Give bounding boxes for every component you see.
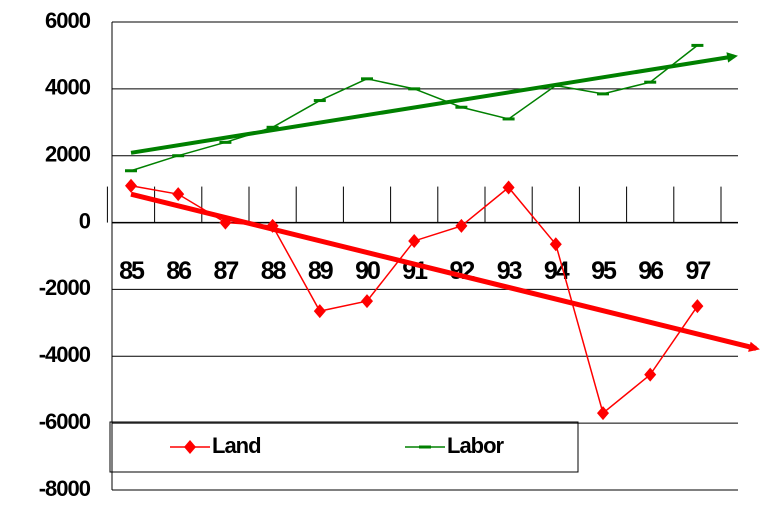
point: [549, 84, 562, 88]
y-tick-label: -6000: [39, 409, 91, 434]
point: [313, 304, 326, 319]
point: [172, 187, 185, 202]
x-tick-label: 97: [685, 257, 710, 285]
point: [455, 105, 468, 109]
x-tick-label: 89: [308, 257, 333, 285]
trend-line: [130, 191, 757, 351]
x-tick-label: 87: [213, 257, 238, 285]
point: [549, 237, 562, 252]
trend-arrow: [726, 52, 738, 63]
point: [597, 406, 609, 421]
point: [266, 218, 279, 233]
point: [219, 215, 232, 230]
x-tick-label: 85: [119, 257, 145, 285]
y-tick-label: 2000: [45, 142, 91, 167]
x-tick-label: 90: [355, 257, 380, 285]
trend-arrow: [748, 341, 760, 352]
x-tick-label: 86: [166, 257, 191, 285]
x-tick-label: 88: [261, 257, 287, 285]
point: [361, 294, 373, 309]
series-line: [130, 185, 699, 415]
y-tick-label: -2000: [39, 275, 91, 300]
legend-label: Labor: [447, 433, 505, 458]
point: [408, 87, 421, 91]
point: [502, 117, 515, 121]
point: [361, 77, 373, 81]
point: [266, 125, 279, 129]
legend-label: Land: [212, 433, 261, 458]
point: [691, 43, 704, 47]
point: [219, 140, 232, 144]
legend-marker: [419, 445, 431, 449]
point: [125, 169, 137, 173]
y-tick-label: 6000: [45, 8, 91, 33]
point: [313, 99, 326, 103]
point: [172, 154, 185, 158]
point: [408, 233, 421, 248]
point: [644, 367, 657, 382]
x-tick-label: 95: [591, 257, 617, 285]
point: [455, 218, 468, 233]
point: [691, 299, 704, 314]
point: [597, 92, 609, 96]
y-tick-label: 4000: [45, 75, 91, 100]
y-tick-label: -8000: [39, 476, 91, 501]
point: [502, 180, 515, 195]
x-tick-label: 93: [497, 257, 522, 285]
y-tick-label: 0: [79, 208, 91, 233]
point: [644, 80, 657, 84]
trend-line: [130, 54, 735, 155]
x-tick-label: 96: [638, 257, 663, 285]
point: [125, 178, 137, 193]
y-tick-label: -4000: [39, 342, 91, 367]
x-tick-label: 94: [544, 257, 570, 285]
legend-marker: [184, 440, 196, 454]
